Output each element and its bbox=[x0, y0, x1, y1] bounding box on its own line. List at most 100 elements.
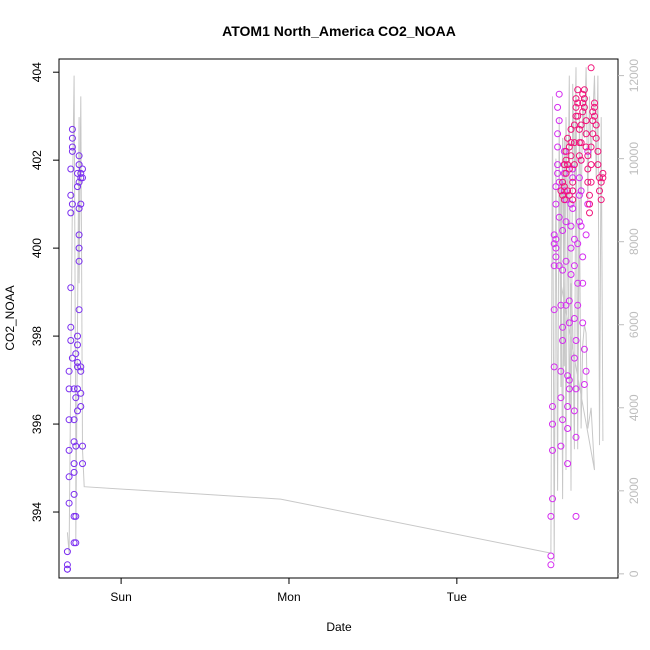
data-point bbox=[554, 130, 562, 138]
data-point bbox=[74, 332, 81, 340]
data-point bbox=[574, 279, 582, 287]
data-point bbox=[560, 196, 568, 204]
data-point bbox=[70, 385, 78, 393]
data-point bbox=[567, 222, 575, 230]
y2-axis: 0 2000 4000 6000 8000 10000 12000 bbox=[618, 59, 641, 577]
data-point bbox=[589, 117, 597, 125]
data-point bbox=[577, 222, 585, 230]
data-point bbox=[68, 125, 76, 133]
data-point bbox=[560, 187, 568, 195]
data-point bbox=[564, 161, 572, 169]
data-point bbox=[75, 257, 83, 265]
data-point bbox=[549, 420, 556, 428]
data-point bbox=[65, 367, 73, 375]
data-point bbox=[584, 147, 592, 155]
data-point bbox=[572, 103, 580, 111]
y2-tick-label: 2000 bbox=[627, 477, 641, 504]
y-tick-label: 402 bbox=[30, 150, 44, 170]
data-point bbox=[591, 103, 598, 111]
data-point bbox=[577, 121, 585, 129]
data-point bbox=[77, 367, 85, 375]
data-point bbox=[79, 442, 86, 450]
y2-tick-label: 10000 bbox=[627, 142, 641, 176]
data-point bbox=[547, 561, 555, 569]
data-point bbox=[552, 253, 560, 261]
data-point bbox=[554, 103, 562, 111]
data-point bbox=[577, 156, 585, 164]
data-point bbox=[67, 337, 75, 344]
data-point bbox=[579, 319, 587, 327]
y2-tick-label: 8000 bbox=[627, 228, 641, 255]
data-point bbox=[74, 407, 81, 415]
data-point bbox=[74, 363, 81, 371]
data-point bbox=[75, 152, 83, 160]
data-point bbox=[586, 191, 593, 199]
data-point bbox=[584, 152, 592, 160]
data-point bbox=[572, 337, 580, 344]
data-point bbox=[591, 99, 598, 107]
data-point bbox=[564, 403, 572, 410]
data-point bbox=[77, 169, 85, 177]
data-point bbox=[559, 178, 567, 186]
data-point bbox=[75, 205, 83, 212]
data-point bbox=[567, 125, 575, 133]
data-point bbox=[550, 306, 558, 314]
y2-tick-label: 4000 bbox=[627, 394, 641, 421]
data-point bbox=[562, 257, 570, 265]
data-point bbox=[582, 117, 590, 125]
data-point bbox=[587, 161, 595, 169]
y2-tick-label: 6000 bbox=[627, 311, 641, 338]
data-point bbox=[65, 499, 73, 507]
data-point bbox=[72, 350, 80, 358]
data-point bbox=[567, 152, 575, 160]
data-point bbox=[550, 363, 558, 371]
y-axis: 394 396 398 400 402 404 bbox=[30, 62, 59, 522]
data-point bbox=[591, 112, 598, 120]
data-point bbox=[552, 200, 560, 208]
data-point bbox=[79, 460, 86, 468]
data-point bbox=[574, 99, 582, 107]
data-point bbox=[72, 539, 80, 547]
y-tick-label: 394 bbox=[30, 502, 44, 522]
data-point bbox=[565, 319, 573, 327]
data-point bbox=[575, 125, 583, 133]
data-point bbox=[554, 169, 562, 177]
data-point bbox=[549, 446, 556, 454]
data-point bbox=[580, 86, 588, 94]
data-point bbox=[569, 165, 577, 173]
data-point bbox=[584, 165, 592, 173]
data-point bbox=[577, 187, 585, 195]
data-point bbox=[74, 385, 81, 393]
x-tick-label: Tue bbox=[447, 590, 468, 604]
data-point bbox=[67, 191, 75, 199]
data-point bbox=[552, 235, 560, 243]
data-point bbox=[63, 565, 71, 573]
data-point bbox=[555, 213, 563, 221]
data-point bbox=[575, 152, 583, 160]
data-point bbox=[579, 108, 587, 116]
data-point bbox=[67, 284, 75, 292]
x-axis: Sun Mon Tue bbox=[110, 578, 467, 604]
data-point bbox=[567, 271, 575, 278]
data-point bbox=[570, 139, 578, 147]
data-point bbox=[74, 183, 81, 191]
data-point bbox=[77, 403, 85, 410]
data-point bbox=[570, 161, 578, 169]
data-point bbox=[559, 323, 567, 331]
chart-title: ATOM1 North_America CO2_NOAA bbox=[222, 23, 456, 39]
data-point bbox=[554, 161, 562, 169]
data-point bbox=[574, 86, 582, 94]
data-point bbox=[552, 244, 560, 252]
data-point bbox=[565, 165, 573, 173]
data-point bbox=[68, 354, 76, 362]
data-point bbox=[549, 403, 556, 410]
data-point bbox=[597, 196, 605, 204]
data-point bbox=[582, 130, 590, 138]
data-point bbox=[559, 191, 567, 199]
data-point bbox=[572, 512, 580, 520]
data-point bbox=[579, 279, 587, 287]
data-point bbox=[575, 191, 583, 199]
data-point bbox=[70, 460, 78, 468]
data-point bbox=[75, 306, 83, 314]
data-point bbox=[70, 416, 78, 424]
